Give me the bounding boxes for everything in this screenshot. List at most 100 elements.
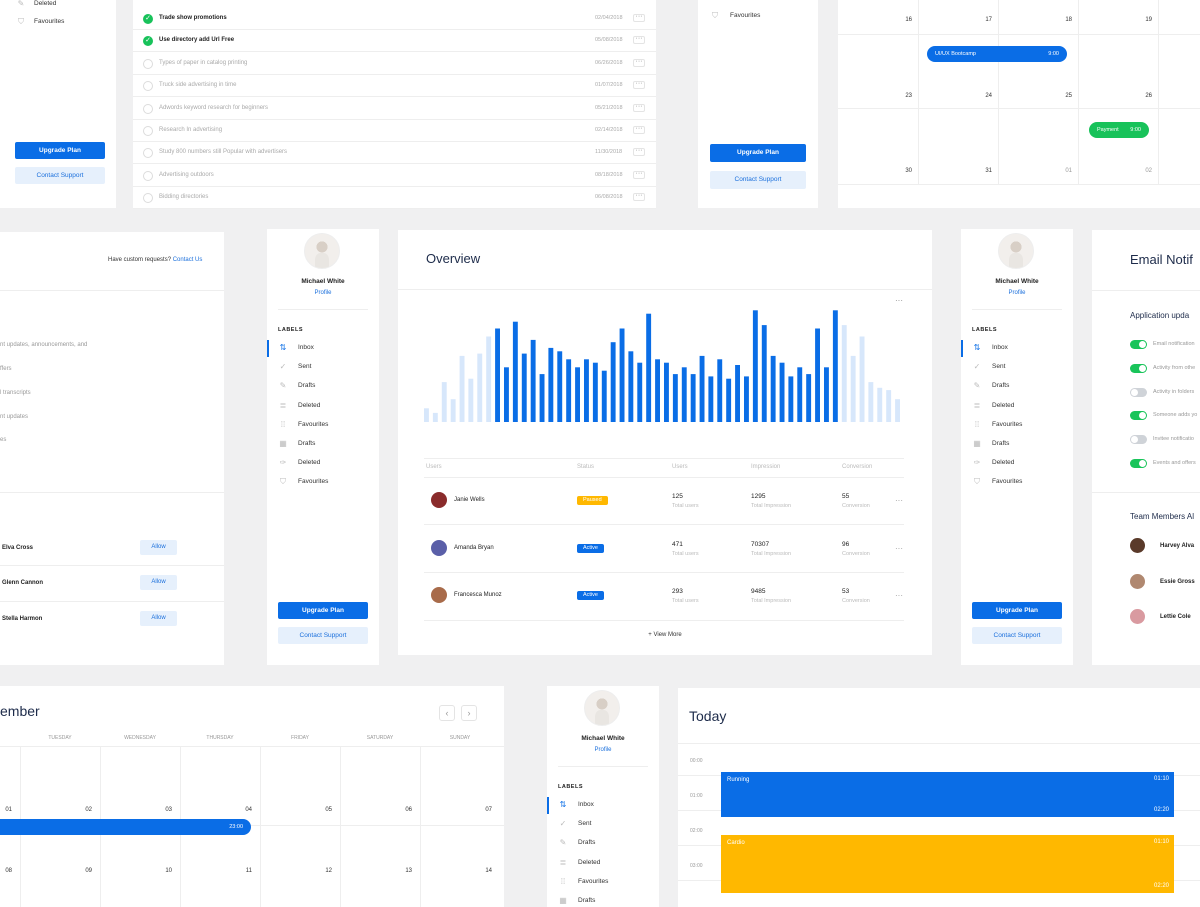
sidebar-item-favourites[interactable]: Favourites xyxy=(992,420,1023,428)
chart-bar[interactable] xyxy=(646,313,652,422)
upgrade-plan-button[interactable]: Upgrade Plan xyxy=(710,144,806,162)
chart-bar[interactable] xyxy=(486,336,492,423)
next-month-button[interactable]: › xyxy=(461,705,477,721)
allow-button[interactable]: Allow xyxy=(140,575,177,590)
chart-bar[interactable] xyxy=(681,367,687,422)
allow-button[interactable]: Allow xyxy=(140,611,177,626)
chart-bar[interactable] xyxy=(610,342,616,422)
sidebar-item-deleted[interactable]: Deleted xyxy=(298,401,321,409)
chart-bar[interactable] xyxy=(628,351,634,422)
profile-link[interactable]: Profile xyxy=(314,290,332,296)
sidebar-item-favourites[interactable]: Favourites xyxy=(34,18,65,25)
contact-support-button[interactable]: Contact Support xyxy=(15,167,105,184)
chart-bar[interactable] xyxy=(886,390,892,422)
sidebar-item-favourites[interactable]: Favourites xyxy=(992,478,1023,486)
chart-bar[interactable] xyxy=(584,359,589,422)
more-icon[interactable]: ··· xyxy=(633,192,645,202)
more-icon[interactable]: ··· xyxy=(895,496,903,505)
sidebar-item-inbox[interactable]: Inbox xyxy=(992,344,1008,351)
profile-link[interactable]: Profile xyxy=(1008,290,1026,296)
upgrade-plan-button[interactable]: Upgrade Plan xyxy=(278,602,368,619)
calendar-day[interactable]: 26 xyxy=(1145,93,1152,99)
calendar-event[interactable]: UI/UX Bootcamp 9:00 xyxy=(927,46,1067,62)
chart-bar[interactable] xyxy=(859,336,865,423)
contact-support-button[interactable]: Contact Support xyxy=(278,627,368,644)
chart-bar[interactable] xyxy=(655,359,660,422)
chart-bar[interactable] xyxy=(690,374,696,422)
sidebar-item-favourites[interactable]: Favourites xyxy=(298,420,329,428)
task-row[interactable]: Study 800 numbers still Popular with adv… xyxy=(133,142,656,165)
chart-bar[interactable] xyxy=(877,387,883,422)
calendar-day[interactable]: 19 xyxy=(1145,17,1152,23)
chart-bar[interactable] xyxy=(521,353,527,422)
sidebar-item-sent[interactable]: Sent xyxy=(298,363,312,371)
checkbox[interactable] xyxy=(143,126,153,136)
sidebar-item-favourites[interactable]: Favourites xyxy=(730,12,761,19)
sidebar-item-deleted[interactable]: Deleted xyxy=(34,0,57,7)
sidebar-item-inbox[interactable]: Inbox xyxy=(298,344,314,351)
checked-icon[interactable]: ✓ xyxy=(143,14,153,24)
calendar-day[interactable]: 09 xyxy=(85,868,92,874)
avatar[interactable] xyxy=(304,233,340,269)
calendar-day[interactable]: 30 xyxy=(905,168,912,174)
calendar-day[interactable]: 11 xyxy=(245,868,252,874)
notification-toggle[interactable] xyxy=(1130,340,1147,349)
calendar-day[interactable]: 01 xyxy=(5,807,12,813)
sidebar-item-favourites[interactable]: Favourites xyxy=(578,877,609,885)
sidebar-item-drafts[interactable]: Drafts xyxy=(992,440,1010,447)
sidebar-item-sent[interactable]: Sent xyxy=(992,363,1006,371)
more-icon[interactable]: ··· xyxy=(895,591,903,600)
more-icon[interactable]: ··· xyxy=(633,35,645,45)
more-icon[interactable]: ··· xyxy=(633,103,645,112)
more-icon[interactable]: ··· xyxy=(895,543,903,553)
chart-bar[interactable] xyxy=(664,362,669,422)
checked-icon[interactable]: ✓ xyxy=(143,36,153,47)
sidebar-item-drafts[interactable]: Drafts xyxy=(298,382,316,390)
sidebar-item-deleted[interactable]: Deleted xyxy=(992,401,1015,409)
sidebar-item-drafts[interactable]: Drafts xyxy=(298,440,316,447)
more-icon[interactable]: ··· xyxy=(633,147,645,157)
chart-bar[interactable] xyxy=(432,412,438,422)
chart-bar[interactable] xyxy=(512,321,518,422)
sidebar-item-deleted[interactable]: Deleted xyxy=(992,459,1015,467)
calendar-day[interactable]: 03 xyxy=(165,807,172,813)
chart-bar[interactable] xyxy=(815,328,820,423)
calendar-day[interactable]: 24 xyxy=(985,93,992,99)
allow-button[interactable]: Allow xyxy=(140,540,177,555)
checkbox[interactable] xyxy=(143,148,153,159)
upgrade-plan-button[interactable]: Upgrade Plan xyxy=(972,602,1062,619)
calendar-day[interactable]: 13 xyxy=(405,868,412,874)
chart-bar[interactable] xyxy=(504,367,509,422)
calendar-event[interactable]: Payment 9:00 xyxy=(1089,122,1149,138)
chart-bar[interactable] xyxy=(761,325,767,422)
sidebar-item-drafts[interactable]: Drafts xyxy=(578,839,596,847)
chart-bar[interactable] xyxy=(672,374,678,422)
calendar-day[interactable]: 06 xyxy=(405,807,412,813)
notification-toggle[interactable] xyxy=(1130,459,1147,468)
chart-bar[interactable] xyxy=(539,374,545,422)
chart-bar[interactable] xyxy=(450,399,456,422)
chart-bar[interactable] xyxy=(770,355,776,422)
chart-bar[interactable] xyxy=(495,328,500,423)
table-row[interactable]: Janie Wells Paused 125 Total users 1295 Total… xyxy=(398,478,932,525)
more-icon[interactable]: ··· xyxy=(633,125,645,134)
checkbox[interactable] xyxy=(143,193,153,204)
chart-bar[interactable] xyxy=(832,310,838,422)
table-row[interactable]: Francesca Munoz Active 293 Total users 9485 T… xyxy=(398,573,932,620)
task-row[interactable]: Truck side advertising in time 01/07/2018… xyxy=(133,75,656,98)
checkbox[interactable] xyxy=(143,170,153,181)
chart-bar[interactable] xyxy=(895,399,900,422)
checkbox[interactable] xyxy=(143,81,153,92)
contact-support-button[interactable]: Contact Support xyxy=(972,627,1062,644)
chart-bar[interactable] xyxy=(779,362,785,422)
avatar[interactable] xyxy=(998,233,1034,269)
schedule-event[interactable]: Running 01:10 02:20 xyxy=(721,772,1174,817)
upgrade-plan-button[interactable]: Upgrade Plan xyxy=(15,142,105,159)
calendar-day[interactable]: 18 xyxy=(1065,17,1072,23)
calendar-day[interactable]: 25 xyxy=(1065,93,1072,99)
chart-bar[interactable] xyxy=(699,355,705,422)
checkbox[interactable] xyxy=(143,103,153,114)
sidebar-item-inbox[interactable]: Inbox xyxy=(578,801,594,808)
more-icon[interactable]: ··· xyxy=(633,170,645,179)
chart-bar[interactable] xyxy=(575,367,580,422)
